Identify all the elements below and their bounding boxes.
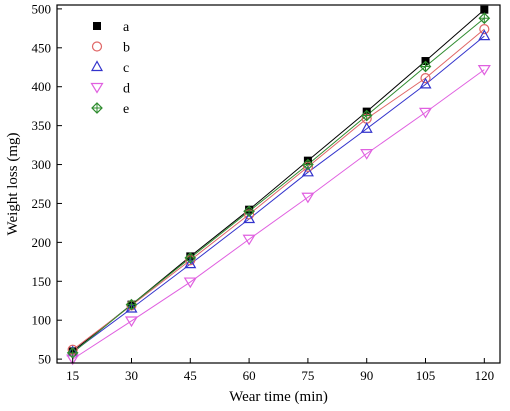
legend-item-b: b (91, 41, 130, 56)
y-tick-label: 200 (32, 235, 52, 250)
y-tick-label: 300 (32, 157, 52, 172)
x-tick-label: 90 (360, 368, 373, 383)
legend-marker-d (90, 82, 104, 94)
data-point-e (125, 298, 138, 311)
x-tick-label: 15 (66, 368, 79, 383)
legend-marker-b (91, 41, 103, 52)
legend-label: a (123, 20, 130, 35)
data-point-d (418, 107, 433, 119)
x-tick-label: 120 (475, 368, 495, 383)
data-point-e (66, 347, 79, 359)
data-point-c (419, 77, 432, 89)
legend-item-c: c (90, 60, 129, 76)
legend-marker-c (90, 60, 104, 72)
data-point-c (243, 212, 256, 224)
data-point-e (243, 205, 255, 218)
data-point-e (184, 252, 197, 264)
data-point-b (420, 73, 431, 84)
data-point-d (242, 234, 256, 246)
legend-marker-a (93, 22, 101, 30)
legend-item-a: a (93, 20, 130, 35)
axis-layer: 15 30 45 60 75 90 105 120 50 100 150 200 250 300 350 40… (32, 1, 495, 383)
x-tick-label: 30 (125, 368, 138, 383)
data-point-d (183, 277, 197, 289)
data-point-e (419, 60, 432, 73)
legend-label: b (123, 41, 130, 56)
legend-marker-e (91, 102, 103, 114)
data-point-b (479, 24, 490, 35)
legend-label: d (123, 82, 130, 97)
y-tick-label: 400 (32, 79, 52, 94)
data-point-d (124, 316, 139, 328)
data-point-d (301, 192, 315, 204)
x-tick-label: 105 (416, 368, 436, 383)
series-line-d (72, 69, 485, 360)
series-layer (66, 5, 491, 366)
data-point-d (477, 64, 491, 76)
legend-label: e (123, 102, 129, 117)
y-tick-label: 350 (32, 118, 52, 133)
series-line-c (72, 35, 485, 353)
x-tick-label: 45 (184, 368, 197, 383)
data-point-c (301, 165, 314, 177)
y-axis-title: Weight loss (mg) (5, 133, 21, 236)
data-point-d (360, 149, 374, 160)
legend-label: c (123, 61, 129, 76)
series-line-b (72, 28, 485, 351)
data-point-a (480, 5, 489, 14)
data-point-e (360, 109, 373, 122)
x-tick-label: 60 (243, 368, 256, 383)
legend-item-e: e (91, 102, 129, 117)
y-tick-label: 450 (32, 40, 52, 55)
data-point-e (302, 158, 314, 171)
y-tick-label: 50 (38, 352, 51, 367)
data-point-e (478, 12, 491, 25)
data-point-c (360, 122, 373, 133)
y-tick-label: 150 (32, 274, 52, 289)
y-tick-label: 250 (32, 196, 52, 211)
legend-item-d: d (90, 82, 130, 97)
data-point-c (184, 257, 197, 269)
series-line-e (72, 17, 485, 354)
plot-frame (56, 4, 501, 364)
y-tick-label: 500 (32, 1, 52, 16)
x-tick-label: 75 (301, 368, 314, 383)
data-point-c (478, 29, 491, 41)
x-axis-title: Wear time (min) (229, 389, 328, 405)
y-tick-label: 100 (32, 313, 52, 328)
